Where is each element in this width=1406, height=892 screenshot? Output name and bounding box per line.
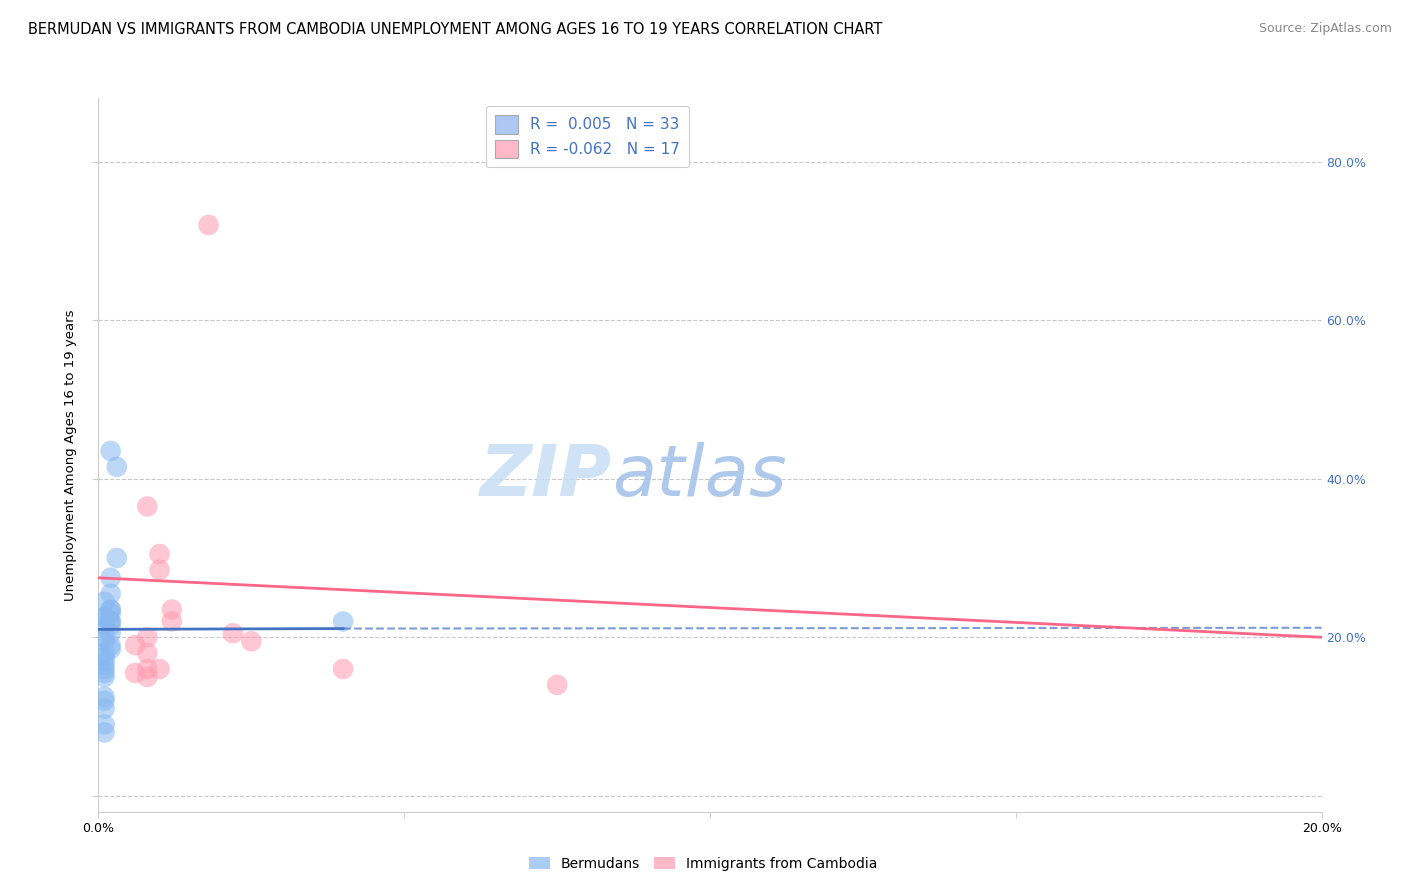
Point [124, 638, 146, 652]
Text: ZIP: ZIP [479, 442, 612, 511]
Point [546, 678, 568, 692]
Point [100, 587, 122, 601]
Point [332, 615, 354, 629]
Point [105, 551, 128, 566]
Point [93, 610, 115, 624]
Point [93, 662, 115, 676]
Point [93, 717, 115, 731]
Point [93, 670, 115, 684]
Point [136, 630, 159, 644]
Point [93, 594, 115, 608]
Point [124, 665, 146, 680]
Point [160, 615, 183, 629]
Text: Source: ZipAtlas.com: Source: ZipAtlas.com [1258, 22, 1392, 36]
Point [149, 563, 172, 577]
Point [197, 218, 219, 232]
Point [100, 602, 122, 616]
Point [93, 658, 115, 673]
Point [93, 634, 115, 648]
Point [93, 646, 115, 660]
Point [136, 670, 159, 684]
Point [160, 602, 183, 616]
Point [332, 662, 354, 676]
Point [100, 615, 122, 629]
Point [240, 634, 263, 648]
Point [93, 610, 115, 624]
Text: BERMUDAN VS IMMIGRANTS FROM CAMBODIA UNEMPLOYMENT AMONG AGES 16 TO 19 YEARS CORR: BERMUDAN VS IMMIGRANTS FROM CAMBODIA UNE… [28, 22, 883, 37]
Point [93, 690, 115, 704]
Point [100, 615, 122, 629]
Legend: R =  0.005   N = 33, R = -0.062   N = 17: R = 0.005 N = 33, R = -0.062 N = 17 [486, 106, 689, 168]
Point [100, 638, 122, 652]
Point [136, 500, 159, 514]
Point [93, 665, 115, 680]
Point [149, 662, 172, 676]
Point [93, 654, 115, 668]
Y-axis label: Unemployment Among Ages 16 to 19 years: Unemployment Among Ages 16 to 19 years [63, 310, 77, 600]
Point [93, 694, 115, 708]
Point [222, 626, 245, 640]
Point [100, 642, 122, 657]
Point [93, 618, 115, 632]
Point [93, 701, 115, 715]
Point [100, 607, 122, 621]
Text: atlas: atlas [612, 442, 787, 511]
Point [100, 602, 122, 616]
Point [100, 618, 122, 632]
Point [93, 650, 115, 665]
Point [93, 725, 115, 739]
Legend: Bermudans, Immigrants from Cambodia: Bermudans, Immigrants from Cambodia [523, 851, 883, 876]
Point [100, 626, 122, 640]
Point [100, 571, 122, 585]
Point [100, 444, 122, 458]
Point [136, 662, 159, 676]
Point [136, 646, 159, 660]
Point [105, 459, 128, 474]
Point [93, 630, 115, 644]
Point [149, 547, 172, 561]
